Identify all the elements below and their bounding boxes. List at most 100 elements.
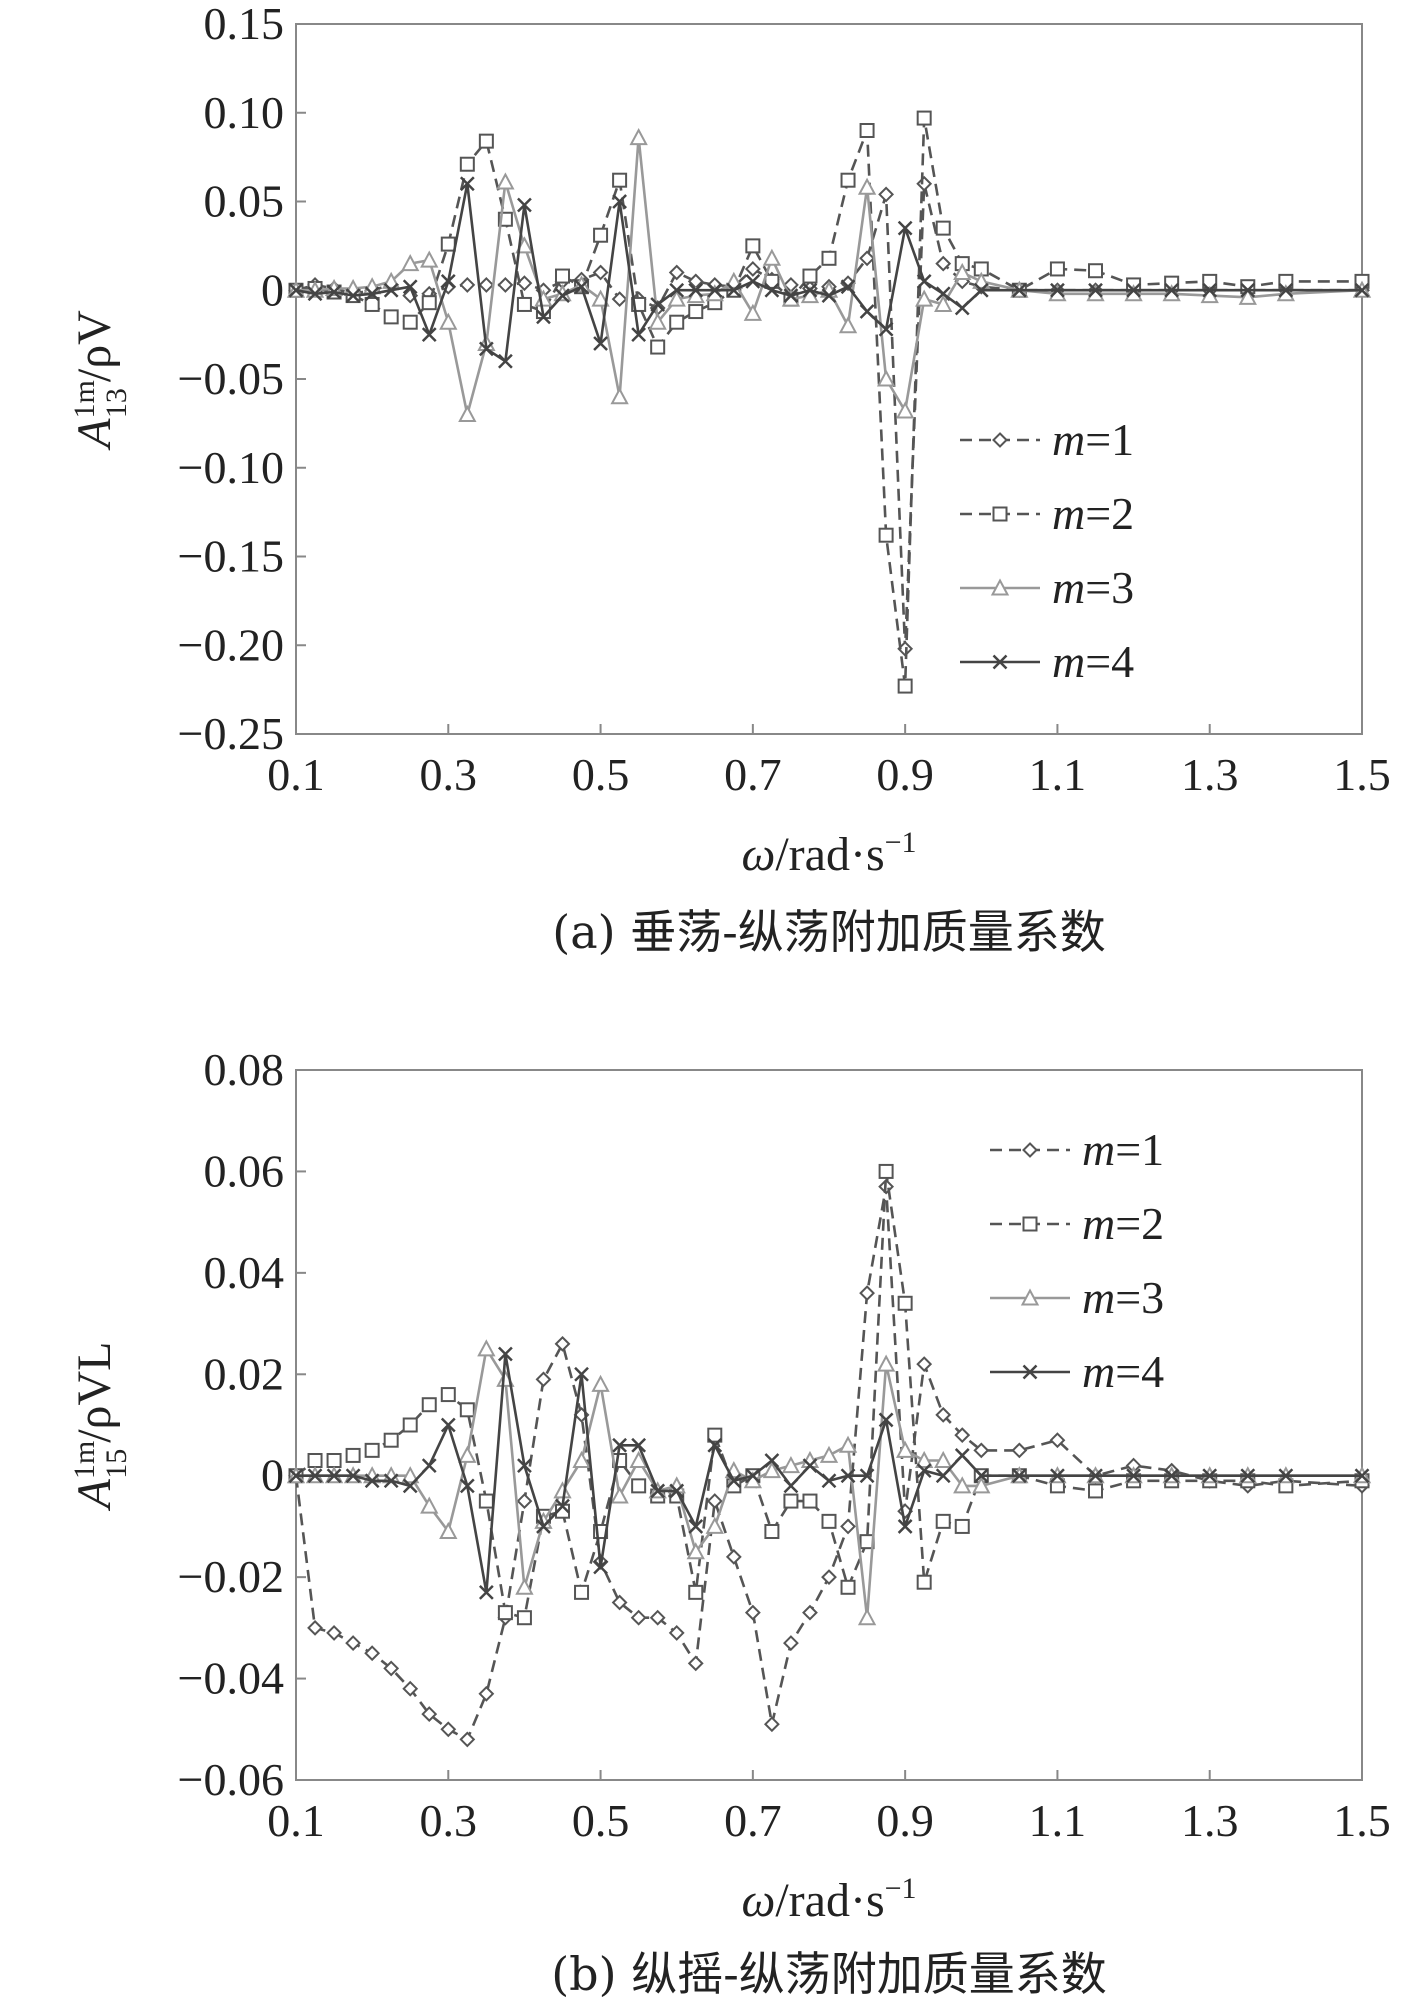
chart-a-series-m=4	[288, 176, 1370, 369]
chart-b-data-point	[764, 1524, 780, 1539]
chart-b-data-point	[840, 1518, 856, 1535]
chart-b-data-point	[420, 1496, 439, 1514]
chart-b-data-point	[954, 1518, 970, 1534]
chart-b-data-point	[916, 1574, 932, 1590]
chart-b-data-point	[459, 1731, 476, 1748]
svg-text:A1m15/ρVL: A1m15/ρVL	[68, 1342, 133, 1512]
chart-b-axis-label-y: A1m15/ρVL	[68, 1342, 133, 1512]
chart-a-data-point	[783, 288, 799, 303]
chart-a-data-point	[668, 264, 685, 281]
chart-a-data-point	[1088, 282, 1103, 298]
chart-a-data-point	[857, 177, 877, 195]
chart-a-data-point	[383, 282, 399, 298]
chart-a-y-tick-label: 0.05	[204, 176, 285, 227]
chart-b-caption: (b) 纵摇-纵荡附加质量系数	[551, 1947, 1107, 2001]
chart-b-data-point	[440, 1417, 456, 1433]
chart-a-data-point	[421, 295, 437, 311]
chart-a-data-point	[420, 250, 439, 268]
chart-a-axis-label-x: ω/rad·s−1	[741, 826, 916, 881]
chart-b-data-point	[1011, 1468, 1027, 1484]
chart-b-data-point	[611, 1594, 628, 1611]
chart-a-series-line	[295, 182, 1362, 363]
chart-a-data-point	[1238, 287, 1257, 305]
chart-a-data-point	[326, 284, 342, 300]
chart-a-data-point	[650, 297, 666, 312]
chart-b-data-point	[916, 1356, 933, 1373]
chart-b-data-point	[1240, 1468, 1256, 1484]
chart-a-x-tick-label: 0.5	[572, 749, 630, 800]
chart-b-data-point	[764, 1453, 780, 1468]
chart-a-data-point	[555, 288, 570, 303]
chart-b-data-point	[954, 1427, 971, 1444]
chart-a-data-point	[631, 327, 647, 343]
chart-a-y-tick-label: −0.10	[178, 442, 284, 493]
chart-b-data-point	[612, 1437, 627, 1453]
chart-b-data-point	[688, 1519, 704, 1534]
chart-a-data-point	[382, 271, 401, 289]
chart-b-axis-label-x: ω/rad·s−1	[741, 1872, 916, 1927]
chart-b-data-point	[402, 1417, 418, 1433]
chart-a-data-point	[593, 336, 608, 351]
chart-b-data-point	[1050, 1468, 1065, 1484]
chart-a-data-point	[859, 123, 875, 138]
chart-b-data-point	[878, 1163, 894, 1179]
chart-a-data-point	[821, 288, 837, 303]
chart-b-data-point	[515, 1577, 534, 1595]
chart-b-y-tick-label: −0.02	[178, 1551, 284, 1602]
chart-b-data-point	[821, 1513, 837, 1529]
chart-a-data-point	[876, 369, 896, 387]
chart-a-data-point	[459, 176, 475, 192]
chart-a-y-tick-label: 0.10	[204, 87, 285, 138]
chart-a-data-point	[669, 314, 685, 330]
chart-b-series-m=1	[288, 1178, 1370, 1748]
chart-b-data-point	[553, 1481, 572, 1499]
chart-b-data-point	[326, 1468, 342, 1484]
chart-b-data-point	[516, 1493, 533, 1509]
chart-b-data-point	[763, 1716, 780, 1733]
chart-a-x-tick-label: 0.9	[876, 749, 934, 800]
chart-a-caption: (a) 垂荡-纵荡附加质量系数	[552, 905, 1105, 959]
chart-b-data-point	[536, 1519, 551, 1534]
chart-b-data-point	[401, 1466, 420, 1484]
chart-b-legend-marker	[1022, 1142, 1038, 1158]
chart-b-data-point	[574, 1584, 590, 1600]
chart-b-data-point	[307, 1468, 323, 1484]
chart-b-data-point	[973, 1468, 989, 1484]
chart-a-data-point	[688, 304, 704, 320]
chart-a-data-point	[458, 404, 477, 422]
chart-a-data-point	[612, 172, 628, 188]
chart-a-data-point	[650, 339, 666, 355]
chart-a-data-point	[288, 282, 304, 298]
chart-a-data-point	[629, 127, 648, 146]
chart-a-y-tick-label: −0.15	[178, 531, 284, 582]
chart-b-y-tick-label: 0.04	[204, 1247, 285, 1298]
chart-a-data-point	[859, 250, 875, 267]
chart-a-data-point	[459, 156, 475, 172]
chart-a-x-tick-label: 0.7	[724, 749, 782, 800]
chart-a-data-point	[762, 248, 782, 266]
chart-b-data-point	[364, 1473, 380, 1489]
chart-a-data-point	[402, 314, 418, 330]
chart-a-data-point	[745, 238, 761, 254]
chart-a-data-point	[954, 300, 970, 316]
chart-a-data-point	[1049, 261, 1065, 277]
chart-b-data-point	[878, 1412, 894, 1428]
chart-a-data-point	[383, 309, 399, 325]
chart-b-data-point	[288, 1468, 304, 1484]
chart-a-data-point	[1164, 282, 1180, 298]
chart-b-series-line	[295, 1170, 1363, 1619]
chart-a-x-tick-label: 0.3	[420, 749, 478, 800]
chart-b-y-tick-label: 0.06	[204, 1145, 285, 1196]
chart-a-x-tick-label: 0.1	[267, 749, 325, 800]
chart-a-data-point	[724, 271, 743, 289]
chart-b-data-point	[631, 1478, 647, 1494]
chart-a-data-point	[439, 312, 458, 330]
chart-b-data-point	[783, 1635, 799, 1651]
chart-b-data-point	[421, 1706, 438, 1722]
chart-b-data-point	[687, 1655, 704, 1672]
chart-b-data-point	[1164, 1468, 1180, 1484]
chart-b-data-point	[477, 1339, 496, 1357]
chart-b-data-point	[838, 1435, 858, 1453]
chart-a-data-point	[972, 271, 991, 289]
chart-a-data-point	[536, 309, 551, 325]
